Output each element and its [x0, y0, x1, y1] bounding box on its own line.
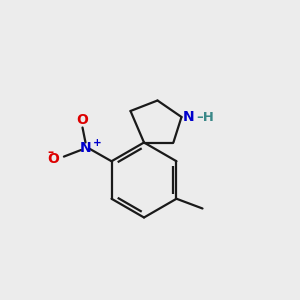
Text: +: + [93, 137, 102, 148]
Text: N: N [183, 110, 195, 124]
Text: O: O [47, 152, 59, 166]
Text: N: N [80, 142, 91, 155]
Text: –: – [47, 146, 53, 159]
Text: –H: –H [196, 111, 214, 124]
Text: O: O [76, 113, 88, 127]
